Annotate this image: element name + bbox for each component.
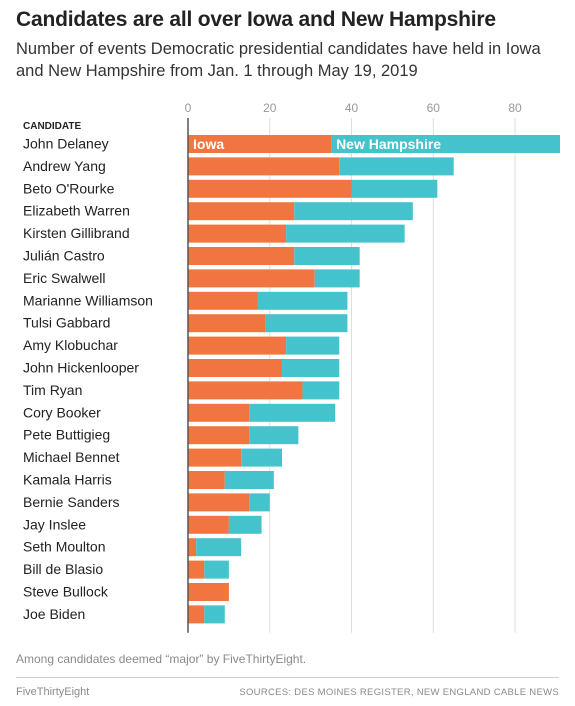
bar-iowa <box>188 583 229 601</box>
category-label: Kamala Harris <box>23 472 112 488</box>
category-label: Elizabeth Warren <box>23 203 130 219</box>
category-label: John Hickenlooper <box>23 360 139 376</box>
footer-divider <box>16 677 559 678</box>
x-tick-label-0: 0 <box>185 101 192 115</box>
bar-new-hampshire <box>265 314 348 333</box>
bar-iowa <box>188 403 250 422</box>
bar-new-hampshire <box>249 403 336 422</box>
series-label-new-hampshire: New Hampshire <box>336 136 441 152</box>
bar-new-hampshire <box>286 336 340 355</box>
category-label: Kirsten Gillibrand <box>23 225 130 241</box>
category-label: Bill de Blasio <box>23 561 103 577</box>
footnote: Among candidates deemed “major” by FiveT… <box>16 652 307 666</box>
category-label: John Delaney <box>23 136 109 152</box>
x-tick-label-40: 40 <box>345 101 359 115</box>
category-label: Marianne Williamson <box>23 292 153 308</box>
bar-iowa <box>188 157 340 176</box>
bar-iowa <box>188 471 225 489</box>
bar-iowa <box>188 359 283 377</box>
category-label: Andrew Yang <box>23 158 106 174</box>
bar-new-hampshire <box>302 381 340 400</box>
category-label: Pete Buttigieg <box>23 427 110 443</box>
bar-iowa <box>188 179 352 198</box>
bar-iowa <box>188 605 205 624</box>
bar-new-hampshire <box>331 135 560 153</box>
bar-new-hampshire <box>294 202 413 221</box>
bar-iowa <box>188 448 242 467</box>
category-label: Eric Swalwell <box>23 270 105 286</box>
bar-iowa <box>188 202 295 221</box>
bar-iowa <box>188 515 229 534</box>
category-label: Steve Bullock <box>23 584 109 600</box>
category-label: Amy Klobuchar <box>23 337 118 353</box>
bars <box>188 135 560 624</box>
bar-iowa <box>188 291 258 310</box>
sources-label: SOURCES: DES MOINES REGISTER, NEW ENGLAN… <box>239 687 559 698</box>
bar-new-hampshire <box>228 515 262 534</box>
bar-iowa <box>188 135 332 153</box>
x-axis-tick-labels: 0 20 40 60 80 <box>185 101 522 115</box>
bar-iowa <box>188 493 250 512</box>
bar-iowa <box>188 336 287 355</box>
stacked-bar-chart: 0 20 40 60 80 CANDIDATE John Delaney Andrew Y… <box>23 101 560 633</box>
category-label: Jay Inslee <box>23 516 86 532</box>
bar-new-hampshire <box>282 359 340 377</box>
bar-iowa <box>188 269 315 288</box>
x-tick-label-20: 20 <box>263 101 277 115</box>
category-label: Julián Castro <box>23 248 105 264</box>
bar-new-hampshire <box>204 605 225 624</box>
bar-new-hampshire <box>224 471 274 489</box>
bar-iowa <box>188 247 295 265</box>
category-label: Bernie Sanders <box>23 494 120 510</box>
category-label: Joe Biden <box>23 606 85 622</box>
brand-label: FiveThirtyEight <box>16 686 90 698</box>
x-tick-label-80: 80 <box>508 101 522 115</box>
bar-new-hampshire <box>351 179 438 198</box>
bar-iowa <box>188 426 250 445</box>
bar-new-hampshire <box>249 493 270 512</box>
bar-new-hampshire <box>196 538 242 557</box>
category-label: Beto O'Rourke <box>23 180 115 196</box>
bar-new-hampshire <box>294 247 360 265</box>
bar-new-hampshire <box>339 157 454 176</box>
category-label: Seth Moulton <box>23 539 106 555</box>
x-tick-label-60: 60 <box>427 101 441 115</box>
bar-new-hampshire <box>204 560 229 579</box>
bar-iowa <box>188 224 287 243</box>
chart-title: Candidates are all over Iowa and New Ham… <box>16 8 496 31</box>
category-label: Tim Ryan <box>23 382 82 398</box>
bar-iowa <box>188 314 266 333</box>
bar-new-hampshire <box>257 291 348 310</box>
bar-new-hampshire <box>249 426 299 445</box>
bar-iowa <box>188 381 303 400</box>
category-label: Cory Booker <box>23 404 101 420</box>
category-labels: John Delaney Andrew Yang Beto O'Rourke Eliz… <box>23 136 153 622</box>
bar-new-hampshire <box>314 269 360 288</box>
bar-iowa <box>188 560 205 579</box>
category-label: Michael Bennet <box>23 449 120 465</box>
chart-subtitle: Number of events Democratic presidential… <box>16 40 541 80</box>
series-labels: Iowa New Hampshire <box>193 136 441 152</box>
category-label: Tulsi Gabbard <box>23 315 110 331</box>
bar-new-hampshire <box>241 448 283 467</box>
series-label-iowa: Iowa <box>193 136 224 152</box>
bar-new-hampshire <box>286 224 405 243</box>
bar-iowa <box>188 538 197 557</box>
column-header: CANDIDATE <box>23 121 81 132</box>
